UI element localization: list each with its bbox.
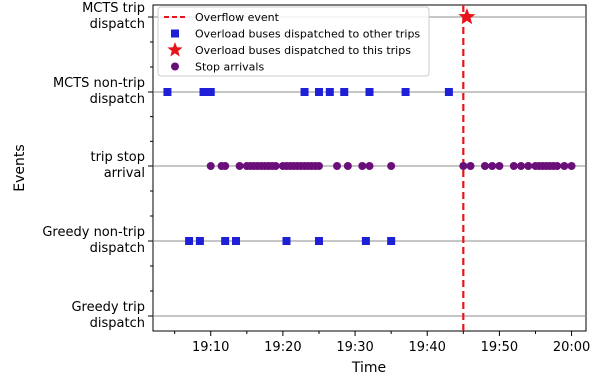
legend-label: Overload buses dispatched to other trips	[195, 28, 420, 41]
x-axis: 19:10 19:20 19:30 19:40 19:50 20:00	[174, 331, 590, 355]
legend-handle-square	[171, 29, 179, 38]
y-tick-label: Greedy trip dispatch	[71, 300, 145, 331]
dispatch-square-point	[340, 88, 349, 96]
legend-label: Overload buses dispatched to this trips	[195, 44, 411, 57]
x-tick-label: 19:10	[192, 340, 229, 355]
dispatch-square-point	[163, 88, 172, 96]
legend-box	[157, 6, 430, 77]
legend: Overflow event Overload buses dispatched …	[157, 6, 430, 77]
dispatch-square-point	[206, 88, 215, 96]
x-tick-label: 19:20	[264, 340, 301, 355]
data-marks	[163, 8, 576, 245]
legend-handle-star	[167, 42, 183, 57]
stop-arrival-point	[459, 162, 468, 170]
stop-arrival-point	[488, 162, 497, 170]
stop-arrival-point	[271, 162, 280, 170]
stop-arrival-point	[365, 162, 374, 170]
stop-arrival-point	[560, 162, 569, 170]
stop-arrival-point	[333, 162, 342, 170]
y-tick-label: MCTS non-trip dispatch	[53, 76, 145, 107]
stop-arrival-point	[517, 162, 526, 170]
x-tick-label: 19:50	[481, 340, 518, 355]
x-axis-label: Time	[351, 360, 386, 376]
y-minor-ticks	[150, 41, 153, 292]
stop-arrival-point	[221, 162, 230, 170]
legend-label: Stop arrivals	[195, 61, 264, 74]
dispatch-square-point	[282, 237, 291, 245]
y-axis: MCTS trip dispatch MCTS non-trip dispatch tr…	[42, 1, 153, 331]
y-tick-label: trip stop arrival	[90, 150, 145, 181]
dispatch-square-point	[361, 237, 370, 245]
dispatch-star-point	[458, 8, 476, 25]
dispatch-square-point	[221, 237, 230, 245]
stop-arrival-point	[387, 162, 396, 170]
y-axis-label: Events	[12, 144, 28, 191]
stop-arrival-point	[343, 162, 352, 170]
x-tick-label: 19:30	[336, 340, 373, 355]
y-tick-label: MCTS trip dispatch	[82, 1, 145, 32]
stop-arrival-point	[206, 162, 215, 170]
dispatch-square-point	[185, 237, 194, 245]
dispatch-square-point	[444, 88, 453, 96]
stop-arrival-point	[495, 162, 504, 170]
dispatch-square-point	[325, 88, 334, 96]
stop-arrival-point	[480, 162, 489, 170]
stop-arrival-point	[235, 162, 244, 170]
stop-arrival-point	[358, 162, 367, 170]
stop-arrival-point	[524, 162, 533, 170]
stop-arrival-point	[567, 162, 576, 170]
stop-arrival-point	[509, 162, 518, 170]
stop-arrival-point	[553, 162, 562, 170]
stop-arrival-point	[314, 162, 323, 170]
y-tick-label: Greedy non-trip dispatch	[42, 225, 145, 256]
dispatch-square-point	[314, 237, 323, 245]
dispatch-square-point	[387, 237, 396, 245]
x-tick-label: 20:00	[553, 340, 590, 355]
dispatch-square-point	[365, 88, 374, 96]
dispatch-square-point	[300, 88, 309, 96]
dispatch-square-point	[314, 88, 323, 96]
dispatch-square-point	[231, 237, 240, 245]
dispatch-square-point	[195, 237, 204, 245]
legend-label: Overflow event	[195, 11, 280, 24]
dispatch-square-point	[199, 88, 208, 96]
dispatch-square-point	[401, 88, 410, 96]
legend-handle-circle	[171, 62, 179, 71]
stop-arrival-point	[466, 162, 475, 170]
x-tick-label: 19:40	[408, 340, 445, 355]
plot-area-frame	[152, 4, 587, 332]
